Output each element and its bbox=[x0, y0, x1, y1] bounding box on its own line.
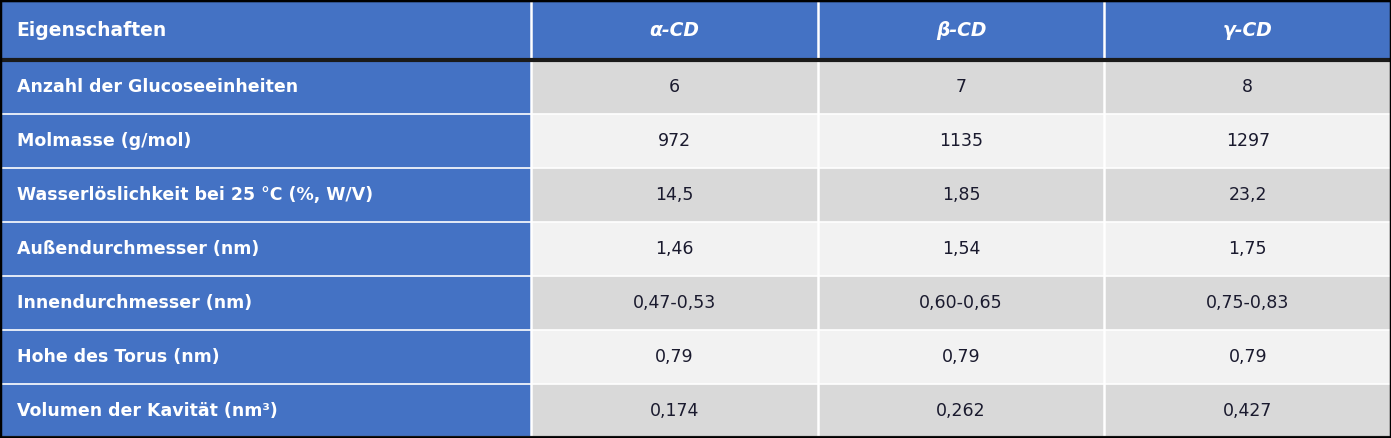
Bar bbox=[818, 384, 1104, 438]
Text: β-CD: β-CD bbox=[936, 21, 986, 40]
Bar bbox=[1104, 168, 1391, 222]
Text: 972: 972 bbox=[658, 132, 691, 150]
Bar bbox=[818, 330, 1104, 384]
Bar bbox=[1104, 330, 1391, 384]
Text: 8: 8 bbox=[1242, 78, 1253, 96]
Bar bbox=[818, 0, 1104, 60]
Text: Molmasse (g/mol): Molmasse (g/mol) bbox=[17, 132, 191, 150]
Bar bbox=[0, 60, 531, 114]
Text: 1,46: 1,46 bbox=[655, 240, 694, 258]
Text: 0,79: 0,79 bbox=[942, 348, 981, 366]
Text: 0,427: 0,427 bbox=[1223, 402, 1273, 420]
Bar bbox=[1104, 60, 1391, 114]
Bar bbox=[818, 114, 1104, 168]
Text: 0,79: 0,79 bbox=[1228, 348, 1267, 366]
Text: 6: 6 bbox=[669, 78, 680, 96]
Text: Außendurchmesser (nm): Außendurchmesser (nm) bbox=[17, 240, 259, 258]
Bar bbox=[0, 384, 531, 438]
Text: 0,75-0,83: 0,75-0,83 bbox=[1206, 294, 1289, 312]
Bar bbox=[531, 114, 818, 168]
Bar bbox=[818, 276, 1104, 330]
Bar bbox=[818, 168, 1104, 222]
Text: α-CD: α-CD bbox=[650, 21, 700, 40]
Bar bbox=[531, 168, 818, 222]
Text: 23,2: 23,2 bbox=[1228, 186, 1267, 204]
Text: 0,262: 0,262 bbox=[936, 402, 986, 420]
Bar bbox=[1104, 222, 1391, 276]
Text: 1297: 1297 bbox=[1225, 132, 1270, 150]
Text: 0,174: 0,174 bbox=[650, 402, 700, 420]
Bar bbox=[0, 222, 531, 276]
Bar bbox=[1104, 276, 1391, 330]
Bar bbox=[531, 384, 818, 438]
Text: Volumen der Kavität (nm³): Volumen der Kavität (nm³) bbox=[17, 402, 277, 420]
Bar bbox=[818, 60, 1104, 114]
Bar bbox=[0, 276, 531, 330]
Bar bbox=[0, 114, 531, 168]
Text: 0,47-0,53: 0,47-0,53 bbox=[633, 294, 716, 312]
Bar bbox=[0, 330, 531, 384]
Bar bbox=[531, 0, 818, 60]
Text: Eigenschaften: Eigenschaften bbox=[17, 21, 167, 40]
Bar bbox=[0, 168, 531, 222]
Bar bbox=[1104, 114, 1391, 168]
Bar bbox=[531, 222, 818, 276]
Bar bbox=[1104, 0, 1391, 60]
Text: Wasserlöslichkeit bei 25 °C (%, W/V): Wasserlöslichkeit bei 25 °C (%, W/V) bbox=[17, 186, 373, 204]
Text: Hohe des Torus (nm): Hohe des Torus (nm) bbox=[17, 348, 220, 366]
Text: 0,79: 0,79 bbox=[655, 348, 694, 366]
Text: 1135: 1135 bbox=[939, 132, 983, 150]
Bar bbox=[1104, 384, 1391, 438]
Text: Innendurchmesser (nm): Innendurchmesser (nm) bbox=[17, 294, 252, 312]
Text: 1,85: 1,85 bbox=[942, 186, 981, 204]
Bar bbox=[531, 276, 818, 330]
Bar bbox=[531, 330, 818, 384]
Text: 1,54: 1,54 bbox=[942, 240, 981, 258]
Bar bbox=[818, 222, 1104, 276]
Text: γ-CD: γ-CD bbox=[1223, 21, 1273, 40]
Text: Anzahl der Glucoseeinheiten: Anzahl der Glucoseeinheiten bbox=[17, 78, 298, 96]
Bar bbox=[0, 0, 531, 60]
Text: 14,5: 14,5 bbox=[655, 186, 694, 204]
Text: 7: 7 bbox=[956, 78, 967, 96]
Bar bbox=[531, 60, 818, 114]
Text: 0,60-0,65: 0,60-0,65 bbox=[919, 294, 1003, 312]
Text: 1,75: 1,75 bbox=[1228, 240, 1267, 258]
